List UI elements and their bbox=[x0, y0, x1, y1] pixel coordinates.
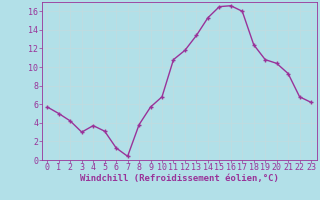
X-axis label: Windchill (Refroidissement éolien,°C): Windchill (Refroidissement éolien,°C) bbox=[80, 174, 279, 183]
